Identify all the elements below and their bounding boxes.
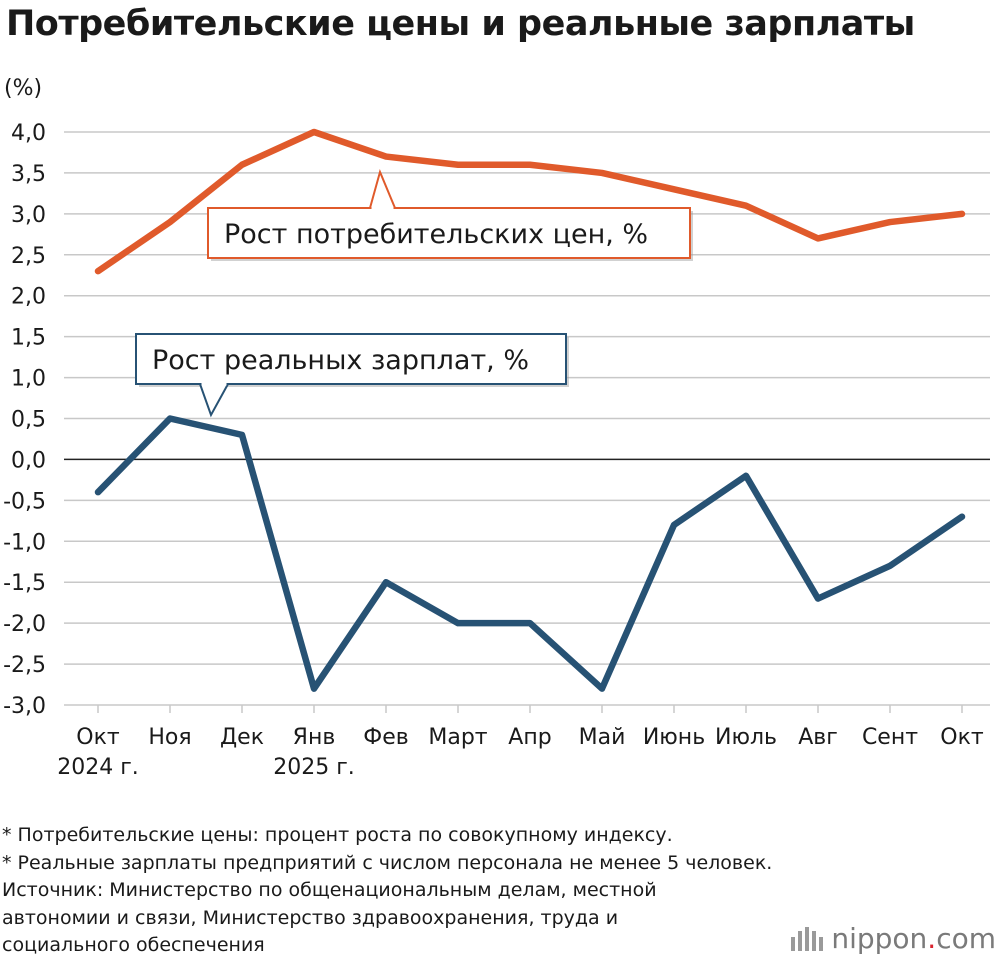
x-tick-label: Май (579, 725, 626, 750)
wage-series-label: Рост реальных зарплат, % (135, 333, 569, 418)
nippon-logo-icon (791, 926, 824, 951)
footnotes: * Потребительские цены: процент роста по… (2, 822, 772, 960)
y-tick-label: -3,0 (3, 694, 46, 719)
cpi-series-label: Рост потребительских цен, % (207, 168, 693, 261)
source-line: Источник: Министерство по общенациональн… (2, 879, 657, 901)
x-tick-label: Июнь (643, 725, 705, 750)
x-tick-sublabel: 2024 г. (57, 755, 139, 780)
x-tick-label: Июль (715, 725, 777, 750)
brand-name: nippon (831, 922, 928, 955)
line-chart: -3,0 -2,5 -2,0 -1,5 -1,0 -0,5 0,0 0,5 1,0 1,5 2,0 2… (3, 121, 990, 780)
wage-series-label-box (135, 333, 567, 385)
y-axis-unit-label: (%) (4, 76, 43, 101)
source-line: автономии и связи, Министерство здравоох… (2, 906, 619, 929)
y-tick-label: 3,0 (11, 203, 46, 228)
y-tick-label: 3,5 (11, 162, 46, 187)
cpi-series-label-pointer (369, 168, 396, 209)
y-tick-label: 1,5 (11, 326, 46, 351)
x-tick-label: Март (428, 725, 487, 750)
x-tick-label: Ноя (148, 725, 191, 750)
y-tick-label: 1,0 (11, 367, 46, 392)
y-tick-label: 2,0 (11, 285, 46, 310)
footnote-line: * Потребительские цены: процент роста по… (2, 824, 673, 846)
cpi-series-label-box (207, 207, 691, 259)
x-tick-sublabel: 2025 г. (273, 755, 355, 780)
y-tick-label: 0,0 (11, 448, 46, 473)
y-tick-label: -1,0 (3, 530, 46, 555)
y-tick-label: 2,5 (11, 244, 46, 269)
x-tick-label: Авг (798, 725, 838, 750)
y-tick-label: -1,5 (3, 571, 46, 596)
x-tick-label: Янв (293, 725, 336, 750)
y-tick-label: 4,0 (11, 121, 46, 146)
y-tick-label: -0,5 (3, 489, 46, 514)
y-tick-label: 0,5 (11, 408, 46, 433)
x-tick-label: Апр (508, 725, 551, 750)
x-tick-label: Дек (220, 725, 264, 750)
x-tick-label: Сент (862, 725, 918, 750)
brand-dot: . (927, 922, 937, 955)
source-line: социального обеспечения (2, 934, 265, 956)
cpi-series-label-text: Рост потребительских цен, % (224, 219, 648, 250)
brand-tld: com (936, 922, 996, 955)
footnote-line: * Реальные зарплаты предприятий с числом… (2, 851, 773, 874)
x-tick-label: Фев (363, 725, 408, 750)
chart-title: Потребительские цены и реальные зарплаты (6, 4, 915, 44)
wage-series-label-text: Рост реальных зарплат, % (152, 345, 529, 376)
y-tick-label: -2,5 (3, 653, 46, 678)
x-tick-label: Окт (76, 725, 120, 750)
x-tick-label: Окт (940, 725, 984, 750)
y-tick-label: -2,0 (3, 612, 46, 637)
wage-series-label-pointer (199, 383, 229, 418)
brand-logo: nippon.com (791, 922, 996, 955)
